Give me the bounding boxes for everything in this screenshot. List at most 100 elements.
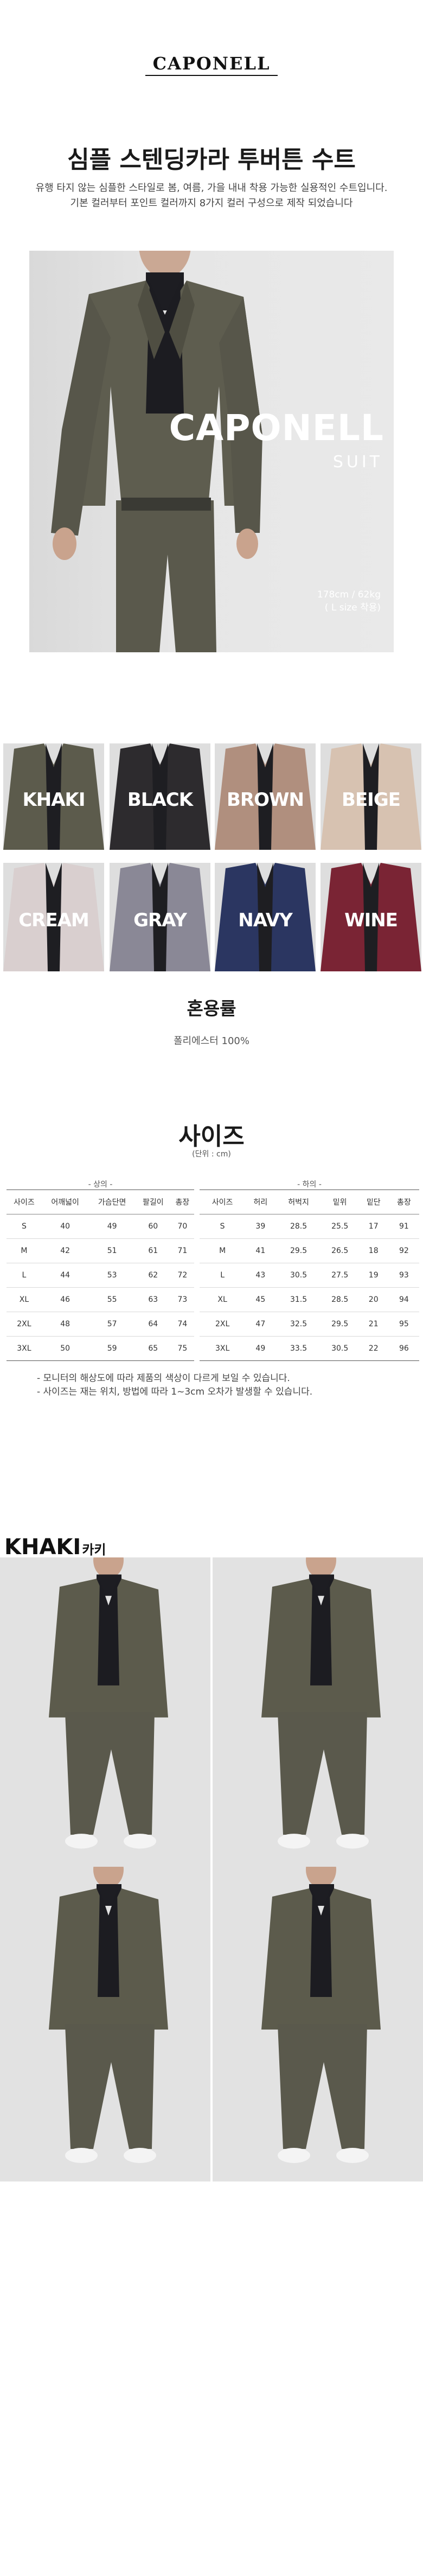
top-group-label: - 상의 - [88, 1180, 113, 1189]
color-swatch-wine: WINE [321, 863, 421, 971]
size-cell: 93 [388, 1263, 419, 1288]
color-swatch-navy: NAVY [215, 863, 316, 971]
table-row: 2XL 47 32.5 29.5 21 95 [200, 1312, 419, 1337]
size-notes: - 모니터의 해상도에 따라 제품의 색상이 다르게 보일 수 있습니다. - … [37, 1372, 312, 1399]
size-cell: 26.5 [321, 1238, 358, 1263]
size-cell: 41 [245, 1238, 276, 1263]
size-header-cell: 허벅지 [275, 1190, 322, 1214]
size-cell: 46 [41, 1287, 89, 1312]
hero-photo: CAPONELL SUIT 178cm / 62kg ( L size 착용) [29, 251, 394, 652]
table-row: XL 46 55 63 73 [7, 1287, 194, 1312]
size-title: 사이즈 [178, 1123, 245, 1150]
size-cell: 70 [170, 1214, 194, 1239]
color-swatch-black: BLACK [110, 743, 210, 850]
size-cell: 31.5 [275, 1287, 322, 1312]
size-cell: 28.5 [321, 1287, 358, 1312]
model-figure [51, 251, 262, 652]
size-cell: 19 [358, 1263, 389, 1288]
size-header-cell: 총장 [388, 1190, 419, 1214]
size-cell: 59 [88, 1336, 136, 1361]
size-cell: 63 [135, 1287, 171, 1312]
khaki-section-heading: KHAKI카키 [4, 1535, 106, 1560]
size-header-cell: 사이즈 [200, 1190, 246, 1214]
size-unit: (단위 : cm) [192, 1150, 231, 1159]
model-fit-line: ( L size 착용) [324, 602, 381, 613]
size-cell: XL [200, 1287, 246, 1312]
color-swatch-khaki: KHAKI [3, 743, 104, 850]
description-line-2: 기본 컬러부터 포인트 컬러까지 8가지 컬러 구성으로 제작 되었습니다 [70, 198, 353, 209]
size-cell: S [7, 1214, 42, 1239]
size-cell: 62 [135, 1263, 171, 1288]
color-swatch-beige: BEIGE [321, 743, 421, 850]
table-row: S 39 28.5 25.5 17 91 [200, 1214, 419, 1239]
size-cell: 40 [41, 1214, 89, 1239]
color-swatch-label: GRAY [133, 909, 187, 931]
top-size-table: 사이즈 어깨넓이 가슴단면 팔길이 총장 S 40 49 60 70 M 42 51 61 71 L 44 53 6… [7, 1190, 194, 1361]
size-header-cell: 가슴단면 [88, 1190, 136, 1214]
size-cell: 32.5 [275, 1312, 322, 1337]
size-cell: 21 [358, 1312, 389, 1337]
khaki-photo-detail [213, 1867, 423, 2181]
khaki-photo-side [213, 1557, 423, 1867]
size-cell: 30.5 [275, 1263, 322, 1288]
product-title: 심플 스텐딩카라 투버튼 수트 [67, 146, 356, 174]
size-cell: 30.5 [321, 1336, 358, 1361]
size-header-cell: 사이즈 [7, 1190, 42, 1214]
bottom-group-label: - 하의 - [297, 1180, 322, 1189]
table-row: L 44 53 62 72 [7, 1263, 194, 1288]
brand-logo: CAPONELL [152, 53, 271, 74]
color-swatch-label: WINE [344, 909, 398, 931]
size-cell: 48 [41, 1312, 89, 1337]
size-cell: 18 [358, 1238, 389, 1263]
bottom-size-table: 사이즈 허리 허벅지 밑위 밑단 총장 S 39 28.5 25.5 17 91 M 41 29.5 26.5… [200, 1190, 419, 1361]
size-cell: 72 [170, 1263, 194, 1288]
size-cell: 64 [135, 1312, 171, 1337]
color-swatch-gray: GRAY [110, 863, 210, 971]
size-cell: XL [7, 1287, 42, 1312]
size-cell: 71 [170, 1238, 194, 1263]
product-description: 유행 타지 않는 심플한 스타일로 봄, 여름, 가을 내내 착용 가능한 실용… [0, 181, 423, 211]
size-header-cell: 총장 [170, 1190, 194, 1214]
material-title: 혼용률 [187, 998, 236, 1019]
size-cell: L [200, 1263, 246, 1288]
color-swatch-brown: BROWN [215, 743, 316, 850]
brand-underline [145, 75, 278, 76]
khaki-photo-walk [0, 1867, 210, 2181]
size-cell: 49 [88, 1214, 136, 1239]
size-cell: 43 [245, 1263, 276, 1288]
color-swatch-label: BROWN [227, 789, 304, 811]
size-cell: 42 [41, 1238, 89, 1263]
size-cell: 45 [245, 1287, 276, 1312]
table-row: 3XL 50 59 65 75 [7, 1336, 194, 1361]
size-cell: S [200, 1214, 246, 1239]
color-swatch-label: BLACK [127, 789, 193, 811]
size-header-cell: 팔길이 [135, 1190, 171, 1214]
size-cell: 33.5 [275, 1336, 322, 1361]
size-cell: 39 [245, 1214, 276, 1239]
size-cell: 73 [170, 1287, 194, 1312]
material-value: 폴리에스터 100% [174, 1035, 249, 1047]
khaki-heading-kr: 카키 [82, 1542, 106, 1557]
size-cell: 44 [41, 1263, 89, 1288]
size-cell: 74 [170, 1312, 194, 1337]
table-row: L 43 30.5 27.5 19 93 [200, 1263, 419, 1288]
size-cell: 75 [170, 1336, 194, 1361]
size-cell: 49 [245, 1336, 276, 1361]
khaki-heading-en: KHAKI [4, 1535, 81, 1560]
size-header-cell: 밑위 [321, 1190, 358, 1214]
size-cell: 3XL [7, 1336, 42, 1361]
size-header-cell: 허리 [245, 1190, 276, 1214]
size-cell: 55 [88, 1287, 136, 1312]
size-cell: M [7, 1238, 42, 1263]
size-cell: 96 [388, 1336, 419, 1361]
table-row: M 41 29.5 26.5 18 92 [200, 1238, 419, 1263]
size-cell: 3XL [200, 1336, 246, 1361]
size-cell: M [200, 1238, 246, 1263]
color-swatch-label: BEIGE [342, 789, 401, 811]
size-cell: 61 [135, 1238, 171, 1263]
size-cell: 92 [388, 1238, 419, 1263]
description-line-1: 유행 타지 않는 심플한 스타일로 봄, 여름, 가을 내내 착용 가능한 실용… [35, 182, 388, 194]
size-cell: 65 [135, 1336, 171, 1361]
size-cell: 60 [135, 1214, 171, 1239]
